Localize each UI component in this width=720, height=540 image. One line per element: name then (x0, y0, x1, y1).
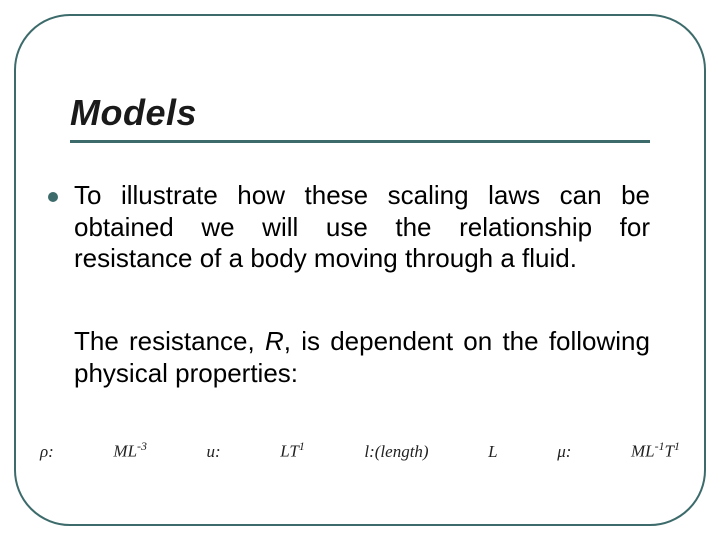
bullet-icon (48, 192, 58, 202)
paragraph-2-prefix: The resistance, (74, 326, 265, 356)
var-u-symbol: u: (207, 442, 221, 462)
var-mu-dim: ML-1T1 (631, 439, 680, 462)
title-block: Models (70, 92, 650, 143)
paragraph-2: The resistance, R, is dependent on the f… (74, 326, 650, 389)
var-l-symbol: l:(length) (364, 442, 428, 462)
var-rho-symbol: ρ: (40, 442, 54, 462)
var-u-dim: LT1 (280, 439, 305, 462)
var-mu-symbol: μ: (557, 442, 571, 462)
var-l-dim: L (488, 442, 497, 462)
slide-title: Models (70, 92, 650, 143)
variable-row: ρ: ML-3 u: LT1 l:(length) L μ: ML-1T1 (40, 439, 680, 462)
variable-R: R (265, 326, 284, 356)
var-rho-dim: ML-3 (113, 439, 147, 462)
paragraph-1: To illustrate how these scaling laws can… (74, 180, 650, 275)
slide: Models To illustrate how these scaling l… (0, 0, 720, 540)
